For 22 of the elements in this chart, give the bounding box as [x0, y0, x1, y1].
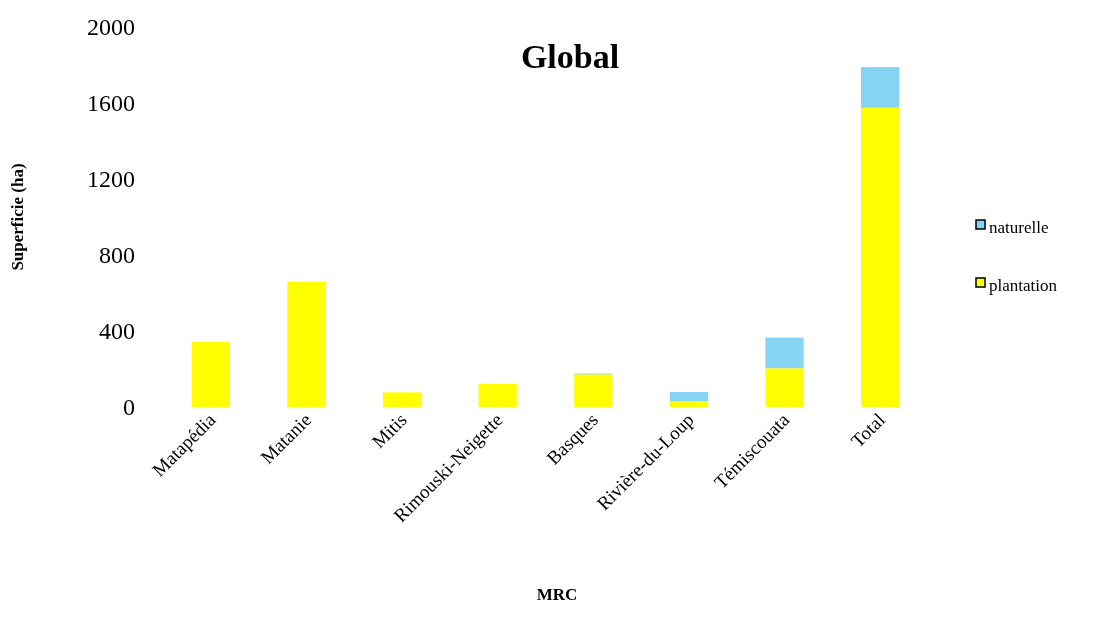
bar	[861, 107, 900, 407]
bar	[669, 391, 709, 402]
bar	[574, 374, 613, 407]
bar	[669, 401, 709, 407]
x-axis-title: MRC	[536, 585, 578, 604]
y-tick-label: 1200	[87, 166, 135, 193]
legend-label: plantation	[989, 275, 1058, 295]
y-tick-label: 2000	[87, 14, 135, 41]
y-tick-label: 800	[99, 242, 135, 269]
y-tick-label: 400	[99, 318, 135, 345]
y-tick-label: 0	[123, 394, 135, 421]
bar	[382, 392, 422, 407]
bar	[191, 342, 230, 407]
y-axis-title: Superficie (ha)	[8, 163, 27, 271]
chart-title: Global	[520, 38, 620, 75]
bar	[287, 281, 326, 407]
y-tick-label: 1600	[87, 90, 135, 117]
bar	[765, 337, 804, 369]
legend-label: naturelle	[989, 217, 1049, 237]
bar	[765, 368, 804, 407]
bar	[478, 384, 517, 407]
bar	[861, 67, 900, 108]
